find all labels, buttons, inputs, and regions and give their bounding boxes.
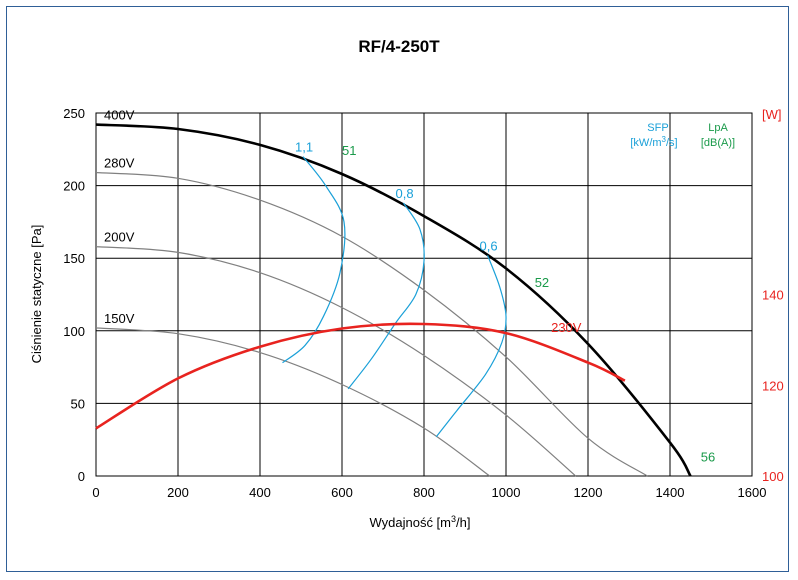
y-axis-label: Ciśnienie statyczne [Pa] — [29, 225, 44, 364]
x-tick-label-1200: 1200 — [574, 485, 603, 500]
plot-area — [95, 112, 753, 477]
lpa-label-52: 52 — [535, 275, 549, 290]
sfp-label-1,1: 1,1 — [295, 140, 313, 155]
fan-curve-280V — [95, 171, 648, 477]
fan-curve-label-200V: 200V — [104, 230, 135, 245]
y2-tick-label-100: 100 — [762, 469, 784, 484]
fan-curve-200V — [95, 246, 577, 477]
y-tick-label-250: 250 — [63, 106, 85, 121]
y-tick-label-100: 100 — [63, 324, 85, 339]
x-tick-label-200: 200 — [167, 485, 189, 500]
legend-sfp-line1: SFP — [647, 122, 668, 134]
power-curve-230V — [95, 322, 626, 430]
legend-sfp-sup: 3 — [662, 135, 667, 144]
sfp-curve-1,1 — [282, 156, 346, 364]
legend-sfp-unit-end: /s] — [666, 137, 678, 149]
legend: SFP [kW/m3/s] LpA [dB(A)] — [630, 122, 735, 149]
y-tick-label-200: 200 — [63, 179, 85, 194]
power-curve-label-230V: 230V — [551, 320, 582, 335]
sfp-curve-0,6 — [435, 255, 507, 438]
x-tick-label-600: 600 — [331, 485, 353, 500]
legend-lpa-line2: [dB(A)] — [701, 137, 735, 149]
legend-sfp-unit: [kW/m — [630, 137, 661, 149]
lpa-label-56: 56 — [701, 449, 715, 464]
lpa-label-51: 51 — [342, 143, 356, 158]
grid — [96, 113, 752, 476]
x-axis-label-main: Wydajność [m — [369, 515, 451, 530]
legend-lpa-line1: LpA — [708, 122, 728, 134]
curves — [95, 123, 692, 477]
curve-labels: 400V 280V 200V 150V 1,1 0,8 0,6 230V 51 52 56 — [104, 108, 715, 465]
x-tick-label-1600: 1600 — [738, 485, 767, 500]
x-tick-label-0: 0 — [92, 485, 99, 500]
x-axis-label: Wydajność [m3/h] — [369, 514, 470, 530]
fan-curve-150V — [95, 327, 490, 477]
fan-curve-400V — [95, 123, 692, 477]
x-axis-label-end: /h] — [456, 515, 470, 530]
x-tick-label-800: 800 — [413, 485, 435, 500]
legend-sfp-line2: [kW/m3/s] — [630, 135, 677, 149]
y2-axis-label: [W] — [762, 107, 782, 122]
sfp-label-0,6: 0,6 — [480, 238, 498, 253]
x-tick-label-400: 400 — [249, 485, 271, 500]
y-tick-label-50: 50 — [71, 396, 85, 411]
y-tick-label-150: 150 — [63, 251, 85, 266]
ticks: 0 200 400 600 800 1000 1200 1400 1600 0 50 100 150 20… — [63, 106, 783, 500]
x-axis-label-sup: 3 — [451, 514, 456, 524]
fan-curve-label-400V: 400V — [104, 108, 135, 123]
sfp-curve-0,8 — [347, 202, 425, 390]
fan-curve-label-150V: 150V — [104, 311, 135, 326]
y2-tick-label-120: 120 — [762, 378, 784, 393]
x-tick-label-1000: 1000 — [492, 485, 521, 500]
fan-curve-label-280V: 280V — [104, 156, 135, 171]
sfp-label-0,8: 0,8 — [396, 186, 414, 201]
y-tick-label-0: 0 — [78, 469, 85, 484]
y2-tick-label-140: 140 — [762, 288, 784, 303]
chart-frame — [6, 6, 789, 572]
chart-title: RF/4-250T — [358, 37, 440, 56]
x-tick-label-1400: 1400 — [656, 485, 685, 500]
